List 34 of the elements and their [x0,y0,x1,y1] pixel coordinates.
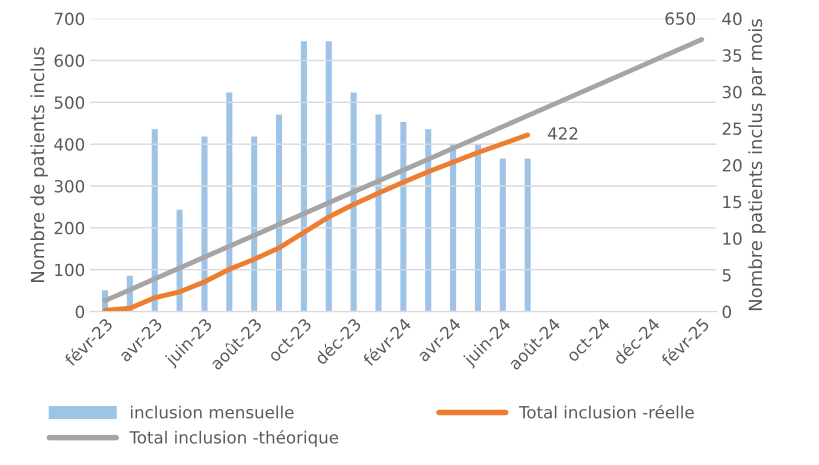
legend-label: Total inclusion -réelle [518,404,694,419]
y2-tick-label: 40 [722,12,742,26]
bar [398,120,408,312]
legend-label: inclusion mensuelle [130,406,294,419]
y2-axis-title: Nombre patients inclus par mois [748,19,766,310]
bar [299,40,308,312]
y2-tick-label: 25 [722,122,742,136]
y-axis-title: Nombre de patients inclus [30,47,48,282]
y2-tick-label: 15 [723,196,742,208]
y-tick-label: 200 [54,222,84,234]
legend-label: Total inclusion -théorique [129,430,338,447]
y2-tick-label: 30 [722,86,742,98]
y-tick-label: 500 [54,96,84,109]
y-tick-label: 400 [54,138,84,151]
bar [274,113,284,312]
data-label: 422 [548,127,578,140]
bar [349,91,358,312]
y2-tick-label: 0 [722,306,731,318]
bar [498,157,508,312]
bar [200,135,209,312]
data-label: 650 [666,12,696,25]
bar [374,113,383,312]
y-tick-label: 300 [54,180,84,193]
y-tick-label: 700 [54,12,84,26]
line-series [102,132,530,312]
y-tick-label: 100 [55,264,84,276]
line-series [102,37,704,304]
y2-tick-label: 35 [722,49,742,62]
bar [523,157,532,312]
y-tick-label: 0 [76,306,84,318]
y2-tick-label: 5 [722,269,731,282]
y2-tick-label: 20 [722,159,742,172]
y-tick-label: 600 [54,54,84,68]
y2-tick-label: 10 [723,232,742,245]
